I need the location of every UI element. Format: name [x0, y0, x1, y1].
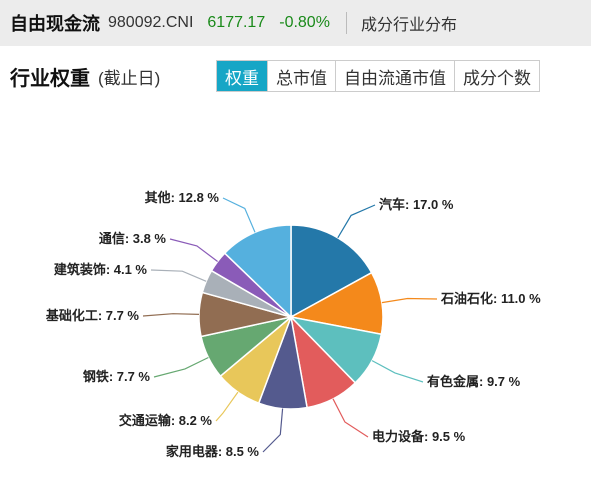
leader-line-1 [381, 297, 438, 304]
slice-label-8: 建筑装饰: 4.1 % [54, 262, 148, 277]
slice-label-3: 电力设备: 9.5 % [372, 429, 466, 444]
slice-label-10: 其他: 12.8 % [145, 190, 220, 205]
leader-line-7 [142, 313, 200, 317]
leader-line-2 [371, 360, 424, 383]
slice-label-0: 汽车: 17.0 % [379, 197, 454, 212]
tab-constituent-count[interactable]: 成分个数 [454, 61, 539, 91]
slice-label-7: 基础化工: 7.7 % [45, 308, 140, 323]
slice-label-4: 家用电器: 8.5 % [166, 444, 260, 459]
index-header: 自由现金流 980092.CNI 6177.17 -0.80% 成分行业分布 [0, 0, 591, 46]
tab-free-float-market-cap[interactable]: 自由流通市值 [335, 61, 454, 91]
leader-line-3 [332, 398, 369, 438]
section-note: (截止日) [98, 68, 161, 88]
index-code: 980092.CNI [108, 14, 194, 31]
tab-weight[interactable]: 权重 [217, 61, 267, 91]
leader-line-9 [169, 238, 218, 262]
leader-line-5 [215, 391, 239, 422]
tab-total-market-cap[interactable]: 总市值 [267, 61, 335, 91]
section-title: 行业权重 [10, 67, 90, 90]
leader-line-0 [337, 204, 376, 239]
leader-line-4 [262, 408, 284, 453]
constituent-industry-link[interactable]: 成分行业分布 [360, 17, 457, 34]
section-header: 行业权重 (截止日) [0, 56, 591, 96]
pie-slice-10[interactable] [223, 224, 292, 319]
metric-tabs: 权重 总市值 自由流通市值 成分个数 [216, 60, 540, 92]
slice-label-1: 石油石化: 11.0 % [440, 291, 541, 306]
slice-label-2: 有色金属: 9.7 % [427, 374, 521, 389]
pie-slice-0[interactable] [290, 224, 373, 319]
index-name: 自由现金流 [10, 14, 100, 34]
slice-label-5: 交通运输: 8.2 % [119, 413, 213, 428]
divider [345, 12, 347, 34]
slice-label-9: 通信: 3.8 % [99, 231, 167, 246]
slice-label-6: 钢铁: 7.7 % [83, 369, 151, 384]
index-change: -0.80% [279, 14, 330, 31]
index-price: 6177.17 [207, 14, 266, 31]
leader-line-10 [222, 197, 256, 233]
leader-line-8 [150, 269, 207, 282]
leader-line-6 [153, 356, 209, 378]
